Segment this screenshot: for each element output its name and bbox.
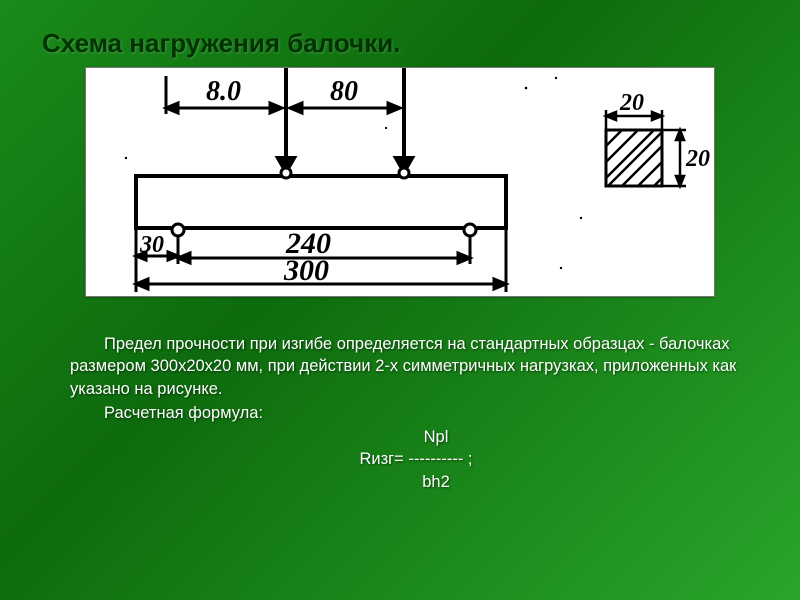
load-arrow-left (278, 68, 294, 178)
slide: Схема нагружения балочки. (0, 0, 800, 600)
section-dim-top: 20 (619, 90, 644, 116)
cross-section: 20 20 (606, 90, 710, 186)
formula-equation: Rизг= ---------- ; (70, 448, 742, 470)
dim-300-label: 300 (283, 254, 329, 287)
formula-numerator: Npl (70, 426, 742, 448)
dim-top-left-label: 8.0 (206, 76, 241, 107)
paragraph: Предел прочности при изгибе определяется… (70, 333, 742, 400)
load-arrow-right (396, 68, 412, 178)
body-text: Предел прочности при изгибе определяется… (48, 333, 752, 493)
formula-label: Расчетная формула: (70, 402, 742, 424)
formula-denominator: bh2 (70, 471, 742, 493)
beam-loading-diagram: 8.0 80 30 (85, 67, 715, 297)
support-left (172, 224, 184, 236)
beam-rect (136, 176, 506, 228)
formula-block: Npl Rизг= ---------- ; bh2 (70, 426, 742, 493)
dim-30-label: 30 (139, 232, 164, 258)
section-dim-right: 20 (685, 146, 710, 172)
diagram-svg: 8.0 80 30 (86, 68, 716, 298)
dim-top-right-label: 80 (330, 76, 358, 107)
support-right (464, 224, 476, 236)
slide-title: Схема нагружения балочки. (42, 28, 752, 59)
